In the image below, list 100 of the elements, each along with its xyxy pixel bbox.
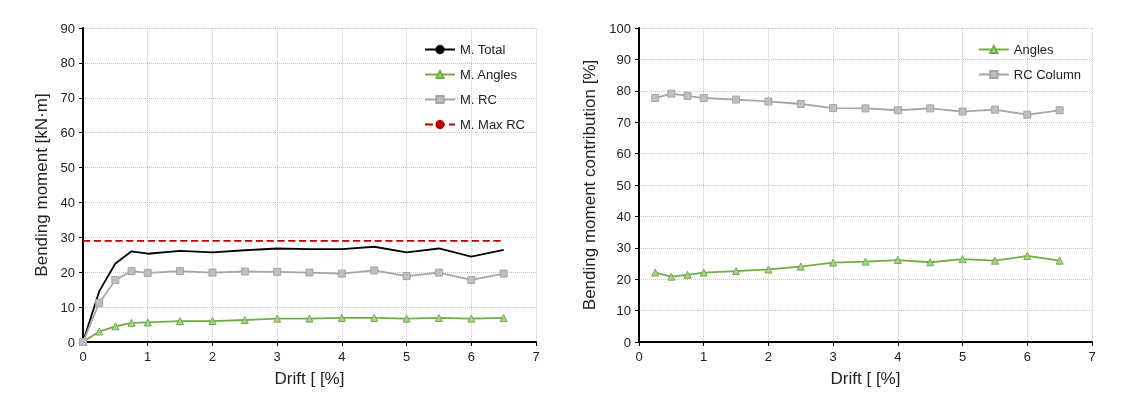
x-axis-title: Drift [ [%]	[830, 369, 901, 388]
x-tick-label: 0	[635, 349, 643, 364]
x-tick-label: 3	[829, 349, 837, 364]
point	[127, 267, 136, 276]
point	[958, 255, 967, 264]
y-tick-label: 60	[616, 146, 631, 162]
legend-label: M. RC	[460, 92, 497, 107]
y-tick-label: 40	[60, 194, 75, 210]
point	[208, 317, 217, 326]
point	[305, 268, 314, 277]
point	[926, 258, 935, 267]
point	[176, 317, 185, 326]
point	[467, 275, 476, 284]
point	[467, 314, 476, 323]
point	[699, 268, 708, 277]
point	[305, 314, 314, 323]
point	[958, 107, 967, 116]
point	[796, 262, 805, 271]
y-tick-label: 90	[60, 20, 75, 36]
point	[95, 327, 104, 336]
y-tick-label: 80	[616, 83, 631, 99]
point	[1055, 256, 1064, 265]
y-tick-label: 70	[616, 114, 631, 130]
point	[861, 104, 870, 113]
x-tick-label: 6	[1023, 349, 1031, 364]
y-axis-title: Bending moment contribution [%]	[580, 59, 600, 311]
point	[861, 257, 870, 266]
point	[337, 269, 346, 278]
point	[143, 318, 152, 327]
y-tick-label: 50	[60, 160, 75, 176]
point	[893, 256, 902, 265]
x-tick-label: 2	[764, 349, 773, 364]
point	[732, 267, 741, 276]
y-tick-label: 40	[616, 208, 631, 224]
point	[651, 94, 660, 103]
legend-label: Angles	[1013, 42, 1055, 57]
point	[732, 95, 741, 104]
point	[434, 313, 443, 322]
y-tick-label: 100	[609, 20, 631, 36]
point	[893, 106, 902, 115]
point	[143, 268, 152, 277]
y-tick-label: 70	[60, 90, 75, 106]
point	[273, 267, 282, 276]
point	[111, 275, 120, 284]
y-tick-label: 0	[623, 334, 631, 350]
x-tick-label: 5	[958, 349, 967, 364]
point	[990, 256, 999, 265]
point	[1055, 106, 1064, 115]
point	[337, 313, 346, 322]
legend-label: M. Max RC	[460, 117, 525, 132]
x-tick-label: 3	[273, 349, 281, 364]
point	[683, 270, 692, 279]
x-tick-label: 1	[700, 349, 708, 364]
point	[796, 99, 805, 108]
y-tick-label: 10	[60, 299, 75, 315]
legend-label: M. Angles	[460, 67, 518, 82]
y-tick-label: 0	[67, 334, 75, 350]
point	[370, 313, 379, 322]
point	[127, 318, 136, 327]
point	[434, 268, 443, 277]
point	[667, 272, 676, 281]
point	[699, 94, 708, 103]
y-tick-label: 30	[616, 240, 631, 256]
point	[176, 267, 185, 276]
point	[402, 314, 411, 323]
point	[683, 91, 692, 100]
y-tick-label: 50	[616, 177, 631, 193]
legend-label: RC Column	[1013, 67, 1081, 82]
point	[240, 267, 249, 276]
y-tick-label: 60	[60, 125, 75, 141]
x-tick-label: 7	[1088, 349, 1096, 364]
x-axis-title: Drift [ [%]	[274, 369, 345, 388]
x-tick-label: 0	[79, 349, 87, 364]
point	[829, 104, 838, 113]
point	[111, 322, 120, 331]
point	[990, 105, 999, 114]
y-tick-label: 20	[616, 271, 631, 287]
point	[651, 268, 660, 277]
point	[208, 268, 217, 277]
point	[95, 298, 104, 307]
x-tick-label: 1	[144, 349, 152, 364]
y-tick-label: 10	[616, 303, 631, 319]
point	[240, 316, 249, 325]
point	[926, 104, 935, 113]
point	[764, 265, 773, 274]
point	[1023, 251, 1032, 260]
x-tick-label: 5	[402, 349, 411, 364]
x-tick-label: 4	[338, 349, 346, 364]
y-tick-label: 20	[60, 264, 75, 280]
point	[402, 272, 411, 281]
x-tick-label: 4	[894, 349, 902, 364]
x-tick-label: 7	[532, 349, 540, 364]
y-tick-label: 90	[616, 51, 631, 67]
point	[370, 266, 379, 275]
y-axis-title: Bending moment [kN·m]	[31, 93, 51, 277]
point	[764, 97, 773, 106]
legend-label: M. Total	[460, 42, 506, 57]
point	[499, 313, 508, 322]
point	[499, 269, 508, 278]
point	[273, 314, 282, 323]
